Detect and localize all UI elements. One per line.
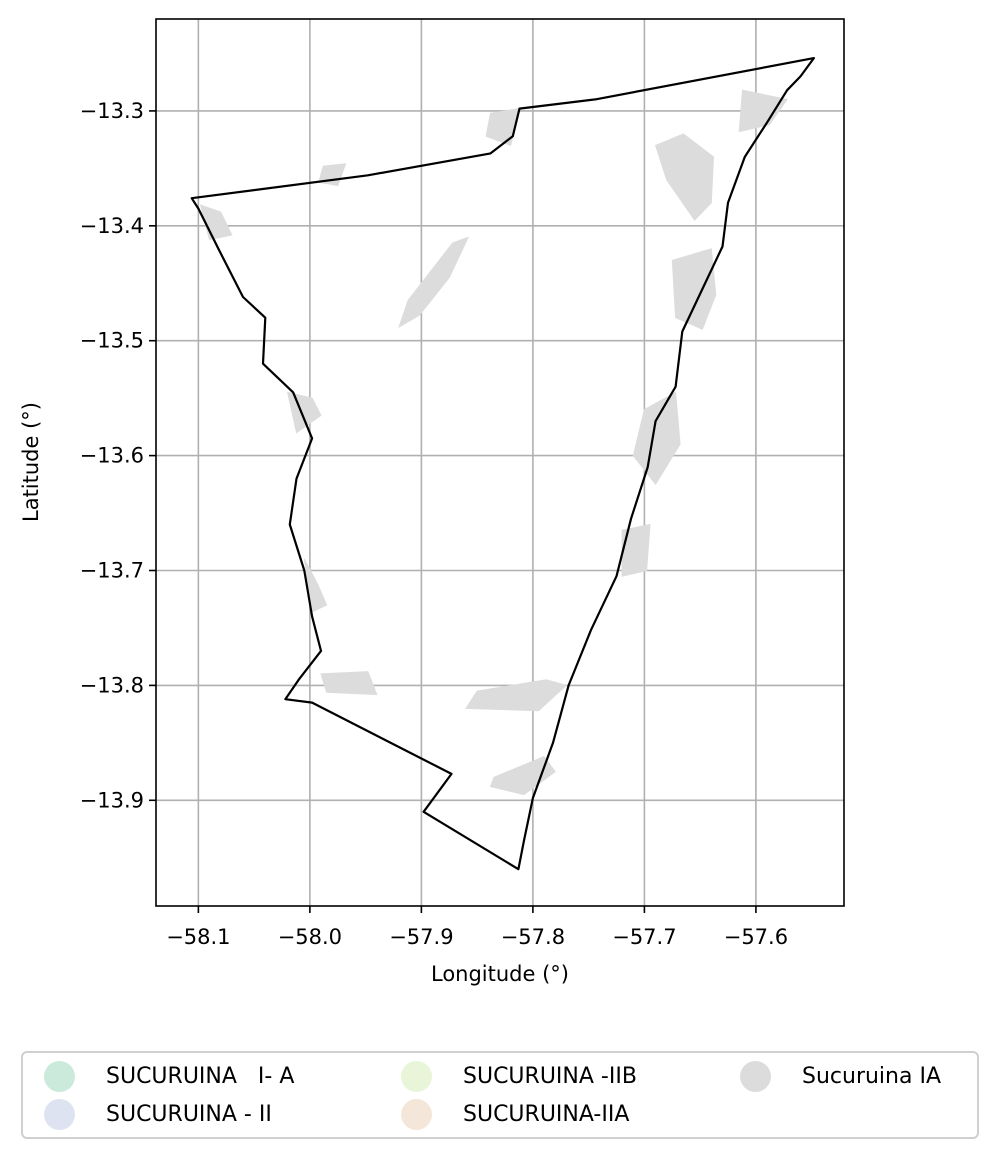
zone-polygon: [632, 391, 681, 486]
legend-item: SUCURUINA-IIA: [401, 1094, 629, 1134]
zone-polygon: [465, 679, 568, 712]
zone-layer: [199, 89, 788, 796]
legend-item: SUCURUINA I- A: [44, 1056, 294, 1096]
legend: SUCURUINA I- A SUCURUINA - II SUCURUINA …: [21, 1051, 979, 1139]
legend-label: SUCURUINA I- A: [106, 1063, 295, 1089]
legend-marker: [44, 1098, 75, 1130]
x-tick-label: −58.0: [278, 925, 342, 949]
legend-marker: [401, 1098, 432, 1130]
zone-polygon: [398, 236, 470, 328]
x-tick-label: −57.8: [501, 925, 565, 949]
y-tick-label: −13.9: [80, 788, 144, 812]
y-tick-label: −13.8: [80, 673, 144, 697]
legend-label: SUCURUINA -IIB: [463, 1063, 637, 1089]
y-tick-label: −13.6: [80, 444, 144, 468]
y-tick-label: −13.5: [80, 329, 144, 353]
x-axis-label: Longitude (°): [431, 962, 569, 986]
zone-polygon: [320, 671, 378, 696]
y-axis-ticks: −13.3 −13.4 −13.5 −13.6 −13.7 −13.8 −13.9: [80, 99, 156, 812]
legend-item: SUCURUINA - II: [44, 1094, 272, 1134]
zone-polygon: [286, 391, 322, 434]
y-axis-label: Latitude (°): [19, 402, 43, 522]
municipality-boundary: [190, 57, 815, 871]
legend-marker: [740, 1060, 771, 1092]
legend-item: SUCURUINA -IIB: [401, 1056, 637, 1096]
zone-polygon: [671, 248, 717, 330]
zone-polygon: [303, 558, 328, 613]
x-axis-ticks: −58.1 −58.0 −57.9 −57.8 −57.7 −57.6: [166, 906, 788, 949]
y-tick-label: −13.3: [80, 99, 144, 123]
y-tick-label: −13.7: [80, 559, 144, 583]
x-tick-label: −57.6: [724, 925, 788, 949]
zone-polygon: [654, 133, 715, 221]
legend-item: Sucuruina IA: [740, 1056, 941, 1096]
legend-label: Sucuruina IA: [802, 1063, 942, 1089]
zone-polygon: [621, 523, 651, 577]
legend-label: SUCURUINA-IIA: [463, 1101, 630, 1127]
zone-polygon: [489, 755, 556, 796]
zone-polygon: [738, 89, 788, 133]
grid: [156, 19, 844, 906]
x-tick-label: −57.9: [389, 925, 453, 949]
legend-marker: [44, 1060, 75, 1092]
legend-marker: [401, 1060, 432, 1092]
legend-label: SUCURUINA - II: [106, 1101, 272, 1127]
x-tick-label: −58.1: [166, 925, 230, 949]
x-tick-label: −57.7: [612, 925, 676, 949]
zone-polygon: [318, 163, 347, 187]
y-tick-label: −13.4: [80, 214, 144, 238]
axes-frame: [155, 18, 845, 907]
